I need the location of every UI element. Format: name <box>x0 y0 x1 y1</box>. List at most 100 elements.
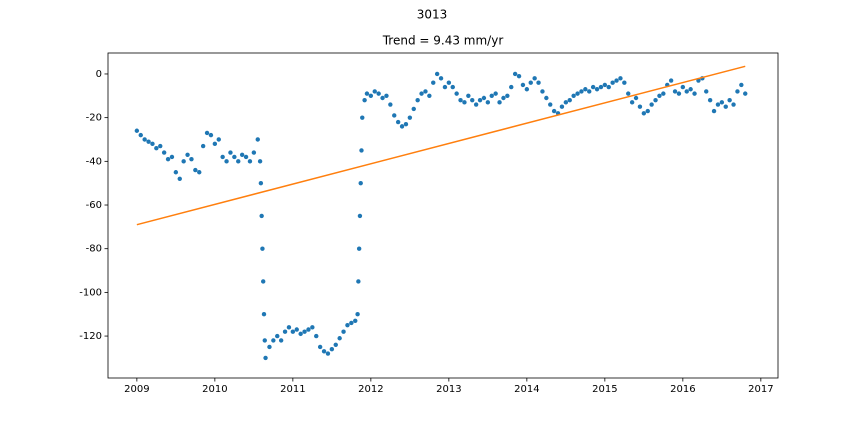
data-point <box>158 143 163 149</box>
data-point <box>392 113 397 118</box>
data-point <box>278 338 284 343</box>
data-point <box>571 93 576 99</box>
data-point <box>438 76 444 81</box>
data-point <box>602 82 608 88</box>
data-point <box>466 93 471 99</box>
data-point <box>606 84 611 90</box>
data-point <box>454 91 459 96</box>
data-point <box>633 95 639 101</box>
data-point <box>723 104 728 109</box>
data-point <box>302 329 307 334</box>
data-point <box>212 141 218 147</box>
data-point <box>364 91 370 96</box>
data-point <box>399 124 405 129</box>
data-point <box>528 80 533 85</box>
data-point <box>384 93 389 99</box>
data-point <box>641 111 647 116</box>
data-point <box>138 132 143 138</box>
data-point <box>258 180 264 186</box>
data-point <box>707 97 713 103</box>
data-point <box>540 89 545 94</box>
data-point <box>345 322 350 328</box>
data-point <box>419 91 424 96</box>
data-point <box>544 95 549 101</box>
data-point <box>353 318 358 323</box>
x-tick-label: 2010 <box>202 384 227 395</box>
data-point <box>325 351 331 356</box>
data-point <box>434 71 440 77</box>
y-tick-label: -80 <box>86 244 102 255</box>
data-point <box>388 102 393 107</box>
data-point <box>618 76 623 81</box>
data-point <box>711 108 717 114</box>
data-point <box>236 159 241 164</box>
data-point <box>356 279 361 284</box>
data-point <box>142 137 147 142</box>
data-point <box>150 141 155 147</box>
data-point <box>548 102 553 107</box>
data-point <box>169 154 175 160</box>
x-tick-label: 2015 <box>592 384 617 395</box>
data-point <box>263 355 268 361</box>
data-point <box>197 170 202 175</box>
data-point <box>567 97 572 103</box>
data-point <box>512 71 518 77</box>
data-point <box>358 180 363 186</box>
data-point <box>657 93 662 99</box>
data-point <box>204 130 210 136</box>
suptitle: 3013 <box>417 8 448 22</box>
data-point <box>261 312 267 317</box>
data-point <box>575 91 580 96</box>
data-point <box>653 97 658 103</box>
y-tick-label: -60 <box>86 200 102 211</box>
data-point <box>243 154 249 160</box>
data-point <box>255 137 260 142</box>
data-point <box>743 91 748 96</box>
data-point <box>362 97 367 103</box>
data-point <box>349 320 354 326</box>
data-point <box>185 152 190 157</box>
data-point <box>442 84 448 90</box>
y-tick-label: -120 <box>79 331 102 342</box>
data-point <box>590 84 596 90</box>
data-point <box>688 87 693 92</box>
x-tick-label: 2009 <box>124 384 149 395</box>
data-point <box>551 108 557 114</box>
data-point <box>306 327 311 332</box>
data-point <box>220 154 225 160</box>
data-point <box>661 91 666 96</box>
data-point <box>727 97 732 103</box>
data-point <box>509 84 514 90</box>
data-point <box>407 115 413 120</box>
x-tick-label: 2016 <box>670 384 695 395</box>
data-point <box>516 73 522 79</box>
x-tick-label: 2013 <box>436 384 461 395</box>
data-point <box>680 84 686 90</box>
data-point <box>193 167 198 173</box>
data-point <box>676 91 682 96</box>
data-point <box>173 170 179 175</box>
data-point <box>165 156 171 162</box>
data-point <box>360 115 365 120</box>
data-point <box>520 82 526 88</box>
data-point <box>637 104 643 109</box>
data-point <box>267 344 272 350</box>
y-tick-label: 0 <box>96 69 102 80</box>
data-point <box>645 108 650 114</box>
x-tick-label: 2012 <box>358 384 383 395</box>
data-point <box>239 152 245 157</box>
data-point <box>262 338 267 343</box>
data-point <box>372 89 377 94</box>
data-point <box>251 150 257 155</box>
data-point <box>260 246 265 251</box>
data-point <box>458 97 463 103</box>
data-point <box>629 100 635 105</box>
data-point <box>704 89 709 94</box>
data-point <box>735 89 740 94</box>
data-point <box>485 100 491 105</box>
data-point <box>357 213 363 219</box>
data-point <box>380 95 385 101</box>
data-point <box>579 89 584 94</box>
data-point <box>177 176 182 182</box>
